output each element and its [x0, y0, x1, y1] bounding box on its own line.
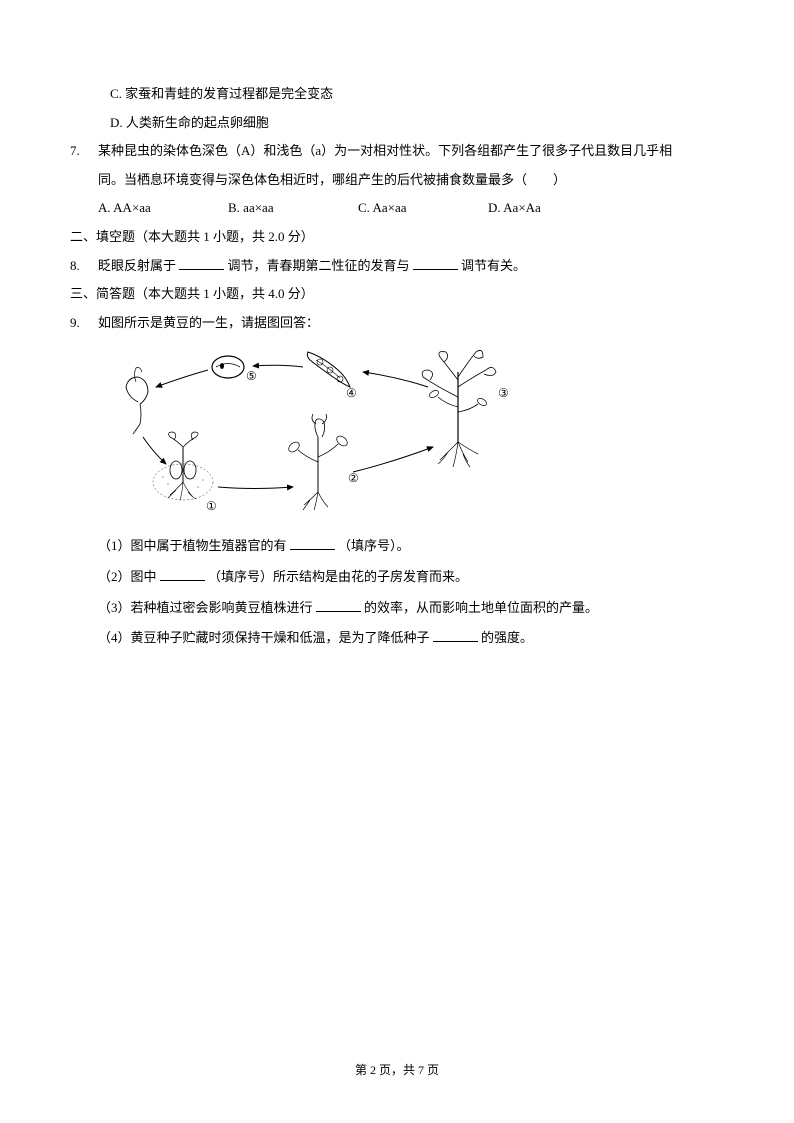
- germinating-seed: [126, 368, 148, 435]
- option-d: D. Aa×Aa: [488, 194, 618, 223]
- fill-blank[interactable]: [179, 257, 224, 270]
- text-part: （2）图中: [98, 569, 160, 584]
- text-part: 的效率，从而影响土地单位面积的产量。: [361, 600, 598, 615]
- section-3-header: 三、简答题（本大题共 1 小题，共 4.0 分）: [70, 280, 724, 309]
- page-number: 第 2 页，共 7 页: [355, 1063, 439, 1077]
- q6-option-c: C. 家蚕和青蛙的发育过程都是完全变态: [70, 80, 724, 109]
- question-body: 眨眼反射属于 调节，青春期第二性征的发育与 调节有关。: [98, 252, 724, 281]
- mature-plant-node: [422, 351, 496, 468]
- question-stem-cont: 同。当栖息环境变得与深色体色相近时，哪组产生的后代被捕食数量最多（ ）: [98, 172, 566, 187]
- q9-sub3: （3）若种植过密会影响黄豆植株进行 的效率，从而影响土地单位面积的产量。: [70, 594, 724, 623]
- question-7: 7. 某种昆虫的染体色深色（A）和浅色（a）为一对相对性状。下列各组都产生了很多…: [70, 137, 724, 166]
- fill-blank[interactable]: [316, 599, 361, 612]
- label-4: ④: [346, 386, 357, 400]
- arrow-1-to-2: [218, 487, 293, 489]
- fill-blank[interactable]: [433, 629, 478, 642]
- question-stem: 如图所示是黄豆的一生，请据图回答：: [98, 309, 724, 338]
- label-1: ①: [206, 499, 217, 513]
- page-footer: 第 2 页，共 7 页: [0, 1057, 794, 1083]
- label-5: ⑤: [246, 369, 257, 383]
- label-3: ③: [498, 386, 509, 400]
- fill-blank[interactable]: [290, 537, 335, 550]
- section-title: 二、填空题（本大题共 1 小题，共 2.0 分）: [70, 229, 314, 244]
- text-part: （4）黄豆种子贮藏时须保持干燥和低温，是为了降低种子: [98, 630, 433, 645]
- option-c: C. Aa×aa: [358, 194, 488, 223]
- arrow-4-to-5: [253, 366, 303, 368]
- text-part: （填序号）所示结构是由花的子房发育而来。: [205, 569, 468, 584]
- question-7-line2: 同。当栖息环境变得与深色体色相近时，哪组产生的后代被捕食数量最多（ ）: [70, 166, 724, 195]
- arrow-3-to-4: [363, 372, 428, 387]
- text-part: （1）图中属于植物生殖器官的有: [98, 538, 290, 553]
- q9-sub2: （2）图中 （填序号）所示结构是由花的子房发育而来。: [70, 563, 724, 592]
- arrow-2-to-3: [353, 447, 433, 472]
- option-b: B. aa×aa: [228, 194, 358, 223]
- seed-node: [212, 356, 244, 378]
- question-number: 8.: [70, 252, 98, 281]
- pod-node: [307, 352, 350, 387]
- label-2: ②: [348, 471, 359, 485]
- text-part: 眨眼反射属于: [98, 258, 179, 273]
- question-8: 8. 眨眼反射属于 调节，青春期第二性征的发育与 调节有关。: [70, 252, 724, 281]
- q9-sub1: （1）图中属于植物生殖器官的有 （填序号）。: [70, 532, 724, 561]
- seedling-node: [153, 432, 213, 500]
- lifecycle-svg: ⑤ ④ ③: [98, 342, 518, 522]
- section-2-header: 二、填空题（本大题共 1 小题，共 2.0 分）: [70, 223, 724, 252]
- fill-blank[interactable]: [160, 568, 205, 581]
- q6-option-d: D. 人类新生命的起点卵细胞: [70, 109, 724, 138]
- text-part: 调节，青春期第二性征的发育与: [224, 258, 413, 273]
- question-stem: 某种昆虫的染体色深色（A）和浅色（a）为一对相对性状。下列各组都产生了很多子代且…: [98, 137, 724, 166]
- question-number: 9.: [70, 309, 98, 338]
- option-text: D. 人类新生命的起点卵细胞: [110, 115, 269, 130]
- option-text: C. 家蚕和青蛙的发育过程都是完全变态: [110, 86, 333, 101]
- text-part: （填序号）。: [335, 538, 410, 553]
- arrow-seed-to-1: [143, 437, 166, 464]
- text-part: （3）若种植过密会影响黄豆植株进行: [98, 600, 316, 615]
- q7-options: A. AA×aa B. aa×aa C. Aa×aa D. Aa×Aa: [70, 194, 724, 223]
- section-title: 三、简答题（本大题共 1 小题，共 4.0 分）: [70, 286, 314, 301]
- arrow-5-to-seed: [156, 370, 208, 387]
- option-a: A. AA×aa: [98, 194, 228, 223]
- question-9: 9. 如图所示是黄豆的一生，请据图回答：: [70, 309, 724, 338]
- q9-sub4: （4）黄豆种子贮藏时须保持干燥和低温，是为了降低种子 的强度。: [70, 624, 724, 653]
- flowering-node: [287, 414, 349, 510]
- text-part: 的强度。: [478, 630, 533, 645]
- text-part: 调节有关。: [458, 258, 526, 273]
- soybean-lifecycle-diagram: ⑤ ④ ③: [98, 342, 518, 522]
- fill-blank[interactable]: [413, 257, 458, 270]
- question-number: 7.: [70, 137, 98, 166]
